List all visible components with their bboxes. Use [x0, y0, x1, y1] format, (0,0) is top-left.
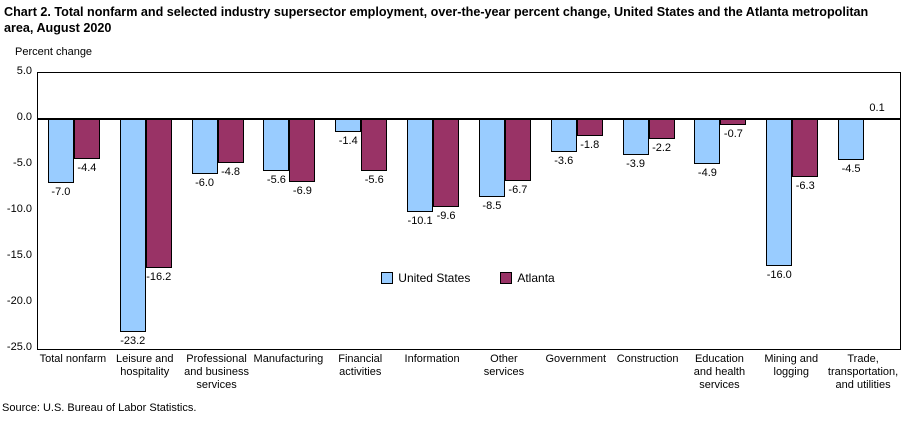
bar-united-states-financial-activities — [335, 119, 362, 132]
value-label-atlanta-government: -1.8 — [580, 139, 600, 151]
value-label-atlanta-other-services: -6.7 — [508, 184, 528, 196]
x-tick-label-other-services: Other services — [483, 353, 525, 378]
value-label-united-states-education-and-health-services: -4.9 — [697, 167, 717, 179]
value-label-united-states-leisure-and-hospitality: -23.2 — [120, 335, 146, 347]
y-tick-label-10-0: -10.0 — [6, 203, 32, 215]
value-label-united-states-financial-activities: -1.4 — [338, 135, 358, 147]
y-tick-label-15-0: -15.0 — [6, 249, 32, 261]
x-tick-label-manufacturing: Manufacturing — [253, 353, 324, 365]
legend-swatch-united-states — [381, 272, 394, 284]
x-tick-label-total-nonfarm: Total nonfarm — [39, 353, 107, 365]
bar-atlanta-leisure-and-hospitality — [145, 119, 172, 268]
value-label-united-states-trade-transportation-and-utilities: -4.5 — [841, 163, 861, 175]
value-label-atlanta-mining-and-logging: -6.3 — [795, 180, 815, 192]
bar-atlanta-mining-and-logging — [792, 119, 819, 177]
value-label-united-states-construction: -3.9 — [626, 158, 646, 170]
bar-united-states-other-services — [478, 119, 505, 197]
bar-atlanta-government — [576, 119, 603, 136]
bar-atlanta-manufacturing — [289, 119, 316, 182]
legend-item-atlanta: Atlanta — [500, 271, 555, 285]
bar-atlanta-professional-and-business-services — [217, 119, 244, 163]
x-tick-label-financial-activities: Financial activities — [338, 353, 383, 378]
bar-atlanta-construction — [648, 119, 675, 139]
bar-atlanta-other-services — [504, 119, 531, 181]
value-label-atlanta-total-nonfarm: -4.4 — [77, 162, 97, 174]
zero-baseline — [38, 118, 900, 120]
bar-united-states-education-and-health-services — [694, 119, 721, 164]
y-tick-label-5-0: -5.0 — [13, 157, 32, 169]
bar-united-states-government — [550, 119, 577, 152]
value-label-atlanta-trade-transportation-and-utilities: 0.1 — [869, 102, 885, 114]
legend-label-atlanta: Atlanta — [517, 271, 555, 285]
source-note: Source: U.S. Bureau of Labor Statistics. — [2, 402, 197, 414]
value-label-atlanta-information: -9.6 — [436, 210, 456, 222]
x-tick-label-information: Information — [404, 353, 460, 365]
value-label-united-states-government: -3.6 — [554, 155, 574, 167]
bar-united-states-information — [407, 119, 434, 212]
value-label-united-states-professional-and-business-services: -6.0 — [195, 177, 215, 189]
bar-atlanta-total-nonfarm — [73, 119, 100, 159]
bar-united-states-manufacturing — [263, 119, 290, 171]
bar-united-states-total-nonfarm — [47, 119, 74, 183]
value-label-united-states-mining-and-logging: -16.0 — [766, 269, 792, 281]
value-label-united-states-other-services: -8.5 — [482, 200, 502, 212]
y-tick-label-25-0: -25.0 — [6, 341, 32, 353]
value-label-atlanta-leisure-and-hospitality: -16.2 — [146, 271, 172, 283]
chart-legend: United States Atlanta — [37, 271, 899, 285]
bar-atlanta-financial-activities — [361, 119, 388, 171]
y-tick-label-5-0: 5.0 — [16, 65, 32, 77]
bar-atlanta-information — [433, 119, 460, 207]
legend-item-united-states: United States — [381, 271, 470, 285]
value-label-united-states-information: -10.1 — [407, 215, 433, 227]
bar-united-states-construction — [622, 119, 649, 155]
bar-united-states-professional-and-business-services — [191, 119, 218, 174]
y-tick-label-0-0: 0.0 — [16, 111, 32, 123]
x-tick-label-leisure-and-hospitality: Leisure and hospitality — [115, 353, 174, 378]
x-tick-label-mining-and-logging: Mining and logging — [764, 353, 819, 378]
x-tick-label-government: Government — [545, 353, 606, 365]
legend-swatch-atlanta — [500, 272, 513, 284]
x-tick-label-construction: Construction — [616, 353, 679, 365]
bar-united-states-leisure-and-hospitality — [119, 119, 146, 332]
y-tick-label-20-0: -20.0 — [6, 295, 32, 307]
value-label-atlanta-professional-and-business-services: -4.8 — [221, 166, 241, 178]
x-tick-label-trade-transportation-and-utilities: Trade, transportation, and utilities — [827, 353, 899, 391]
chart-title: Chart 2. Total nonfarm and selected indu… — [4, 5, 869, 35]
value-label-united-states-manufacturing: -5.6 — [266, 174, 286, 186]
plot-area: -7.0 -4.4 -23.2 -16.2 -6.0 -4.8 -5.6 -6.9 -1.4 -5… — [37, 72, 901, 350]
x-tick-label-education-and-health-services: Education and health services — [693, 353, 746, 391]
legend-label-united-states: United States — [398, 271, 471, 285]
value-label-united-states-total-nonfarm: -7.0 — [51, 186, 71, 198]
bar-atlanta-education-and-health-services — [720, 119, 747, 125]
value-label-atlanta-education-and-health-services: -0.7 — [723, 128, 743, 140]
bar-united-states-mining-and-logging — [766, 119, 793, 266]
x-tick-label-professional-and-business-services: Professional and business services — [184, 353, 249, 391]
y-axis-title: Percent change — [15, 46, 93, 58]
value-label-atlanta-manufacturing: -6.9 — [292, 185, 312, 197]
value-label-atlanta-financial-activities: -5.6 — [364, 174, 384, 186]
bar-united-states-trade-transportation-and-utilities — [838, 119, 865, 160]
bar-atlanta-trade-transportation-and-utilities — [864, 118, 891, 120]
value-label-atlanta-construction: -2.2 — [652, 142, 672, 154]
